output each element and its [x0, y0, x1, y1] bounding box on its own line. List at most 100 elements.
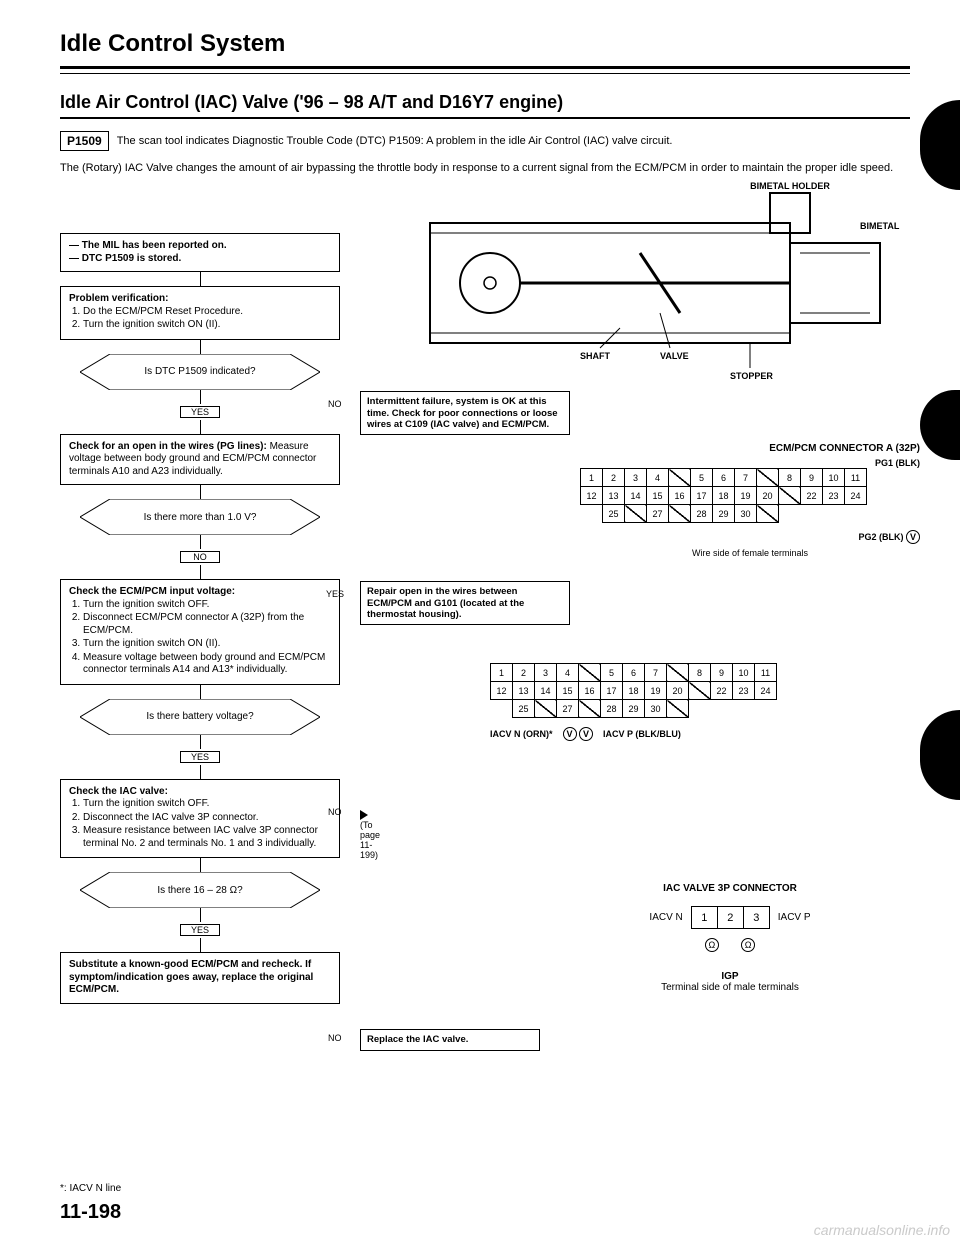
connector-pin: 16: [669, 487, 691, 505]
flow-d3-no-ref: (To page 11-199): [360, 809, 380, 860]
connector-pin: [779, 487, 801, 505]
iac-pin: 2: [717, 907, 743, 929]
connector-pin: 14: [535, 682, 557, 700]
connector-pin: 18: [713, 487, 735, 505]
iac-3p-title: IAC VALVE 3P CONNECTOR: [580, 883, 880, 894]
connector-pin: 27: [557, 700, 579, 718]
flow-check-iac-i2: Disconnect the IAC valve 3P connector.: [83, 812, 331, 825]
connector-pin: [625, 505, 647, 523]
flow-verify-box: Problem verification: Do the ECM/PCM Res…: [60, 286, 340, 340]
flow-d2-text: Is there more than 1.0 V?: [80, 499, 320, 535]
iac-3p-pins: 1 2 3: [691, 906, 770, 929]
watermark: carmanualsonline.info: [814, 1222, 950, 1238]
section-subtitle: Idle Air Control (IAC) Valve ('96 – 98 A…: [60, 92, 910, 113]
connector-pin: 3: [625, 469, 647, 487]
flow-verify-i2: Turn the ignition switch ON (II).: [83, 319, 331, 332]
flow-decision-2: Is there more than 1.0 V?: [80, 499, 320, 535]
connector-pin: 12: [491, 682, 513, 700]
flow-check-iac-box: Check the IAC valve: Turn the ignition s…: [60, 779, 340, 859]
label-bimetal: BIMETAL: [860, 221, 899, 231]
flow-check-wires-head: Check for an open in the wires (PG lines…: [69, 441, 267, 452]
ground-icon: Ω: [741, 938, 755, 952]
iac-3p-left: IACV N: [649, 912, 682, 923]
connector-pin: 22: [801, 487, 823, 505]
connector-pin: 7: [735, 469, 757, 487]
subtitle-rule: [60, 117, 910, 119]
connector-pin: 28: [691, 505, 713, 523]
connector-pin: 10: [823, 469, 845, 487]
connector-pin: 25: [513, 700, 535, 718]
flow-check-iac-i1: Turn the ignition switch OFF.: [83, 798, 331, 811]
tab-icon: [920, 390, 960, 460]
page-side-tabs: [920, 100, 960, 1000]
iac-pin: 1: [691, 907, 717, 929]
connector-pin: 29: [623, 700, 645, 718]
connector-pin: 29: [713, 505, 735, 523]
connector-pin: 9: [801, 469, 823, 487]
connector-pin: 13: [603, 487, 625, 505]
tab-icon: [920, 710, 960, 800]
flow-decision-4: Is there 16 – 28 Ω?: [80, 872, 320, 908]
flow-d1-no-action: Intermittent failure, system is OK at th…: [360, 391, 570, 435]
connector-pin: 6: [623, 664, 645, 682]
connector-pin: 28: [601, 700, 623, 718]
no-label-1: NO: [328, 399, 342, 409]
connector-pin: [801, 505, 823, 523]
connector-pin: 20: [757, 487, 779, 505]
connector-pin: 5: [601, 664, 623, 682]
connector-pin: [669, 505, 691, 523]
flow-check-input-box: Check the ECM/PCM input voltage: Turn th…: [60, 579, 340, 685]
connector-pin: [579, 664, 601, 682]
connector-pin: 8: [779, 469, 801, 487]
page-number: 11-198: [60, 1201, 121, 1224]
connector-pin: 4: [647, 469, 669, 487]
flow-d3-text: Is there battery voltage?: [80, 699, 320, 735]
connector-pin: 12: [581, 487, 603, 505]
label-shaft: SHAFT: [580, 351, 610, 361]
flow-check-wires-box: Check for an open in the wires (PG lines…: [60, 434, 340, 486]
flow-d1-text: Is DTC P1509 indicated?: [80, 354, 320, 390]
flow-check-input-i1: Turn the ignition switch OFF.: [83, 599, 331, 612]
connector-pin: 14: [625, 487, 647, 505]
page-title: Idle Control System: [60, 30, 910, 58]
connector-pin: [779, 505, 801, 523]
iac-3p-right: IACV P: [778, 912, 811, 923]
iac-pin: 3: [743, 907, 769, 929]
flow-d4-no-action: Replace the IAC valve.: [360, 1029, 540, 1050]
connector-pin: [757, 469, 779, 487]
flow-verify-i1: Do the ECM/PCM Reset Procedure.: [83, 306, 331, 319]
iac-valve-3p-connector: IAC VALVE 3P CONNECTOR IACV N 1 2 3 IACV…: [580, 883, 880, 993]
connector-pin: 18: [623, 682, 645, 700]
label-bimetal-holder: BIMETAL HOLDER: [750, 181, 830, 191]
no-label-3: NO: [328, 807, 342, 817]
connector-pin: [733, 700, 755, 718]
flow-substitute-box: Substitute a known-good ECM/PCM and rech…: [60, 952, 340, 1004]
connector-pin: [757, 505, 779, 523]
label-valve: VALVE: [660, 351, 689, 361]
ecm-pcm-connector-a: ECM/PCM CONNECTOR A (32P) PG1 (BLK) 1234…: [580, 443, 920, 558]
connector-pin: [755, 700, 777, 718]
connector-pin: 13: [513, 682, 535, 700]
connector-pin: 15: [647, 487, 669, 505]
connector-a-pins: 1234567891011121314151617181920222324252…: [580, 468, 867, 523]
connector-pin: [689, 682, 711, 700]
dtc-row: P1509 The scan tool indicates Diagnostic…: [60, 131, 910, 151]
connector-pin: 17: [601, 682, 623, 700]
connector-pin: 17: [691, 487, 713, 505]
footnote: *: IACV N line: [60, 1183, 121, 1194]
yes-label-3: YES: [180, 751, 220, 763]
ground-icon: V: [563, 727, 577, 741]
connector-pin: 6: [713, 469, 735, 487]
flow-start-box: — The MIL has been reported on. — DTC P1…: [60, 233, 340, 272]
flow-start-l1: — The MIL has been reported on.: [69, 240, 331, 253]
flow-decision-1: Is DTC P1509 indicated?: [80, 354, 320, 390]
connector-pin: 27: [647, 505, 669, 523]
connector-pin: 8: [689, 664, 711, 682]
connector-pin: 16: [579, 682, 601, 700]
connector-pin: 19: [735, 487, 757, 505]
ground-icon: V: [579, 727, 593, 741]
connector-pin: [689, 700, 711, 718]
flow-start-l2: — DTC P1509 is stored.: [69, 253, 331, 266]
ecm-pcm-connector-b: 1234567891011121314151617181920222324252…: [490, 663, 920, 741]
dtc-description: The scan tool indicates Diagnostic Troub…: [117, 135, 673, 147]
